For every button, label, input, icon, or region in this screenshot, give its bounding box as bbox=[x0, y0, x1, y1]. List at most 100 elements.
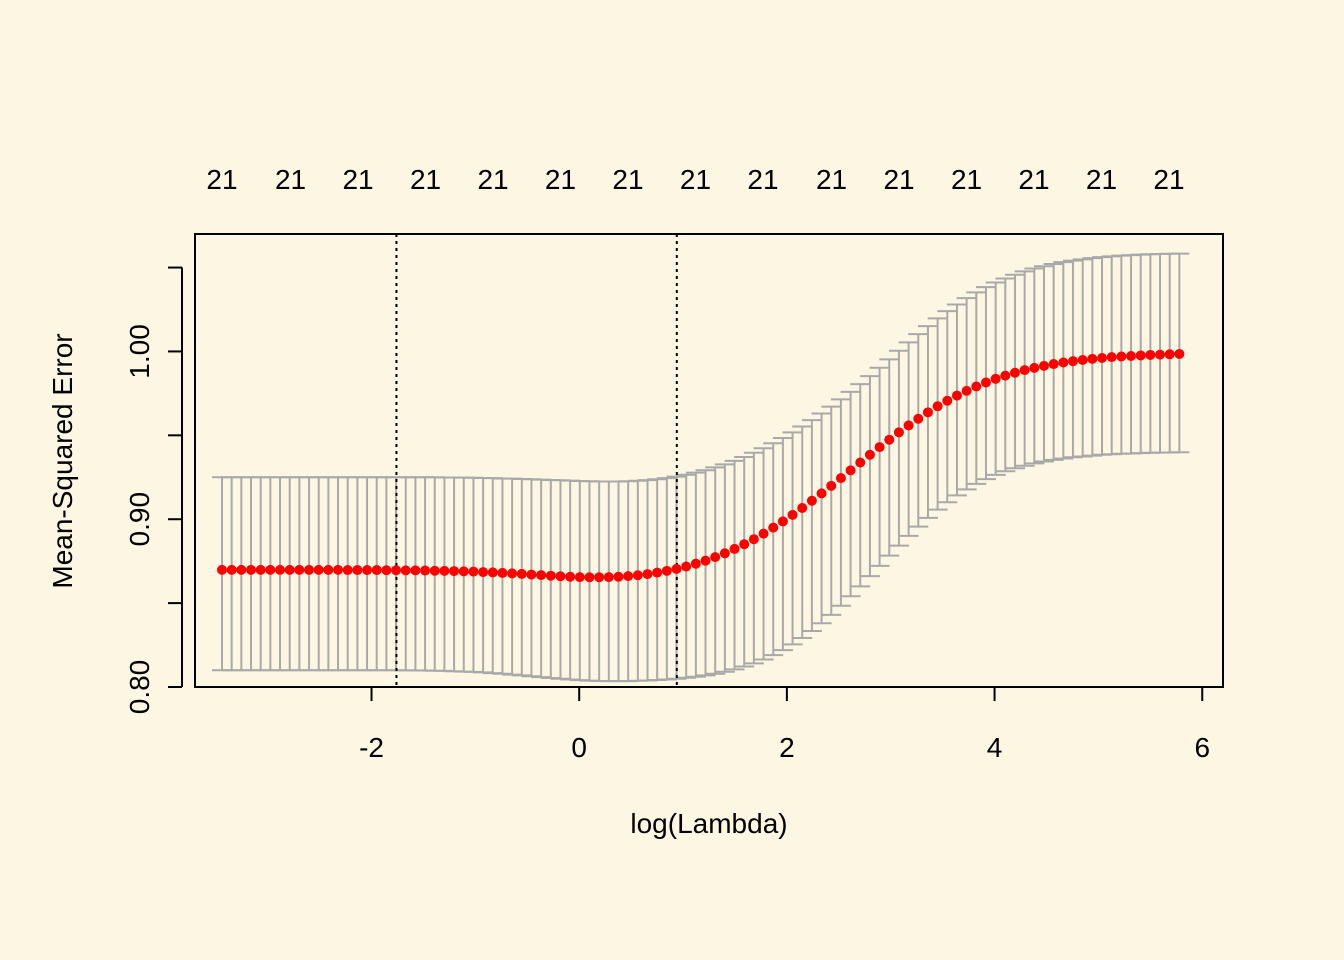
top-axis-label: 21 bbox=[747, 164, 778, 195]
data-point bbox=[681, 561, 692, 572]
data-point bbox=[400, 565, 411, 576]
data-point bbox=[526, 569, 537, 580]
data-point bbox=[294, 564, 305, 575]
data-point bbox=[333, 564, 344, 575]
data-point bbox=[265, 564, 276, 575]
data-point bbox=[1087, 353, 1098, 364]
data-point bbox=[777, 516, 788, 527]
data-point bbox=[545, 570, 556, 581]
data-point bbox=[768, 522, 779, 533]
data-point bbox=[700, 555, 711, 566]
top-axis-label: 21 bbox=[275, 164, 306, 195]
data-point bbox=[1106, 352, 1117, 363]
data-point bbox=[565, 571, 576, 582]
data-point bbox=[719, 548, 730, 559]
data-point bbox=[1164, 349, 1175, 360]
data-point bbox=[429, 565, 440, 576]
data-point bbox=[594, 572, 605, 583]
data-point bbox=[574, 572, 585, 583]
x-tick-label: 4 bbox=[987, 732, 1003, 763]
data-point bbox=[323, 564, 334, 575]
data-point bbox=[449, 566, 460, 577]
data-point bbox=[1097, 352, 1108, 363]
data-point bbox=[391, 565, 402, 576]
data-point bbox=[1000, 370, 1011, 381]
data-point bbox=[903, 420, 914, 431]
data-point bbox=[1009, 367, 1020, 378]
data-point bbox=[835, 473, 846, 484]
data-point bbox=[758, 528, 769, 539]
data-point bbox=[826, 480, 837, 491]
data-point bbox=[806, 495, 817, 506]
data-point bbox=[236, 564, 247, 575]
y-tick-label: 0.90 bbox=[124, 492, 155, 547]
data-point bbox=[990, 373, 1001, 384]
data-points bbox=[216, 348, 1185, 583]
data-point bbox=[362, 565, 373, 576]
data-point bbox=[497, 567, 508, 578]
y-tick-label: 0.80 bbox=[124, 660, 155, 715]
data-point bbox=[980, 377, 991, 388]
data-point bbox=[1029, 362, 1040, 373]
y-axis: 0.80 0.90 1.00 bbox=[124, 266, 183, 715]
data-point bbox=[632, 570, 643, 581]
data-point bbox=[420, 565, 431, 576]
data-point bbox=[652, 567, 663, 578]
data-point bbox=[922, 407, 933, 418]
top-axis-label: 21 bbox=[1018, 164, 1049, 195]
data-point bbox=[1058, 357, 1069, 368]
data-point bbox=[284, 564, 295, 575]
data-point bbox=[874, 442, 885, 453]
data-point bbox=[516, 568, 527, 579]
data-point bbox=[623, 571, 634, 582]
top-axis-label: 21 bbox=[883, 164, 914, 195]
data-point bbox=[342, 565, 353, 576]
data-point bbox=[690, 558, 701, 569]
top-axis-label: 21 bbox=[816, 164, 847, 195]
x-tick-label: -2 bbox=[359, 732, 384, 763]
data-point bbox=[864, 449, 875, 460]
data-point bbox=[468, 566, 479, 577]
data-point bbox=[1116, 351, 1127, 362]
data-point bbox=[313, 564, 324, 575]
data-point bbox=[216, 564, 227, 575]
data-point bbox=[710, 552, 721, 563]
x-axis-title: log(Lambda) bbox=[630, 808, 787, 839]
data-point bbox=[816, 488, 827, 499]
top-axis-label: 21 bbox=[680, 164, 711, 195]
top-axis-label: 21 bbox=[477, 164, 508, 195]
top-axis-label: 21 bbox=[1086, 164, 1117, 195]
data-point bbox=[613, 571, 624, 582]
data-point bbox=[584, 572, 595, 583]
top-axis-label: 21 bbox=[545, 164, 576, 195]
data-point bbox=[478, 567, 489, 578]
data-point bbox=[371, 565, 382, 576]
top-axis-label: 21 bbox=[410, 164, 441, 195]
data-point bbox=[971, 381, 982, 392]
data-point bbox=[913, 413, 924, 424]
data-point bbox=[381, 565, 392, 576]
data-point bbox=[439, 565, 450, 576]
data-point bbox=[932, 401, 943, 412]
data-point bbox=[536, 570, 547, 581]
x-tick-label: 6 bbox=[1194, 732, 1210, 763]
data-point bbox=[487, 567, 498, 578]
data-point bbox=[458, 566, 469, 577]
data-point bbox=[255, 564, 266, 575]
y-axis-title: Mean-Squared Error bbox=[47, 333, 78, 588]
y-tick-label: 1.00 bbox=[124, 324, 155, 379]
data-point bbox=[1077, 355, 1088, 366]
data-point bbox=[1126, 350, 1137, 361]
data-point bbox=[671, 563, 682, 574]
data-point bbox=[1019, 365, 1030, 376]
data-point bbox=[507, 568, 518, 579]
top-axis-label: 21 bbox=[206, 164, 237, 195]
data-point bbox=[226, 564, 237, 575]
data-point bbox=[748, 534, 759, 545]
top-axis-label: 21 bbox=[342, 164, 373, 195]
reference-lines bbox=[395, 234, 678, 687]
top-axis-label: 21 bbox=[951, 164, 982, 195]
data-point bbox=[1068, 356, 1079, 367]
data-point bbox=[246, 564, 257, 575]
